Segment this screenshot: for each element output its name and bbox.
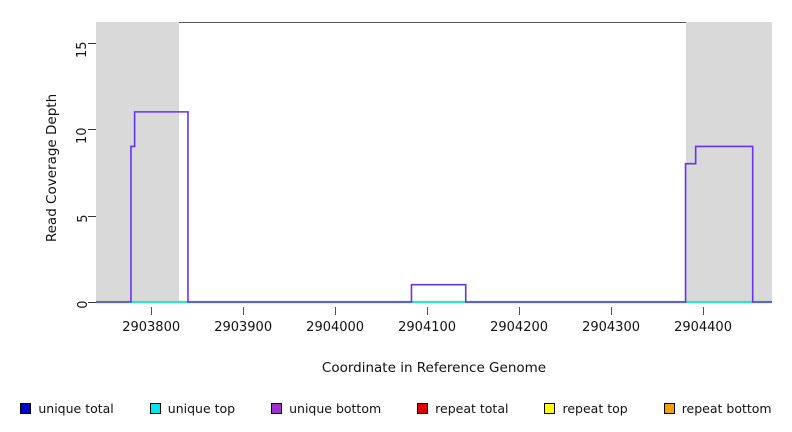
legend-swatch-icon — [417, 402, 429, 414]
x-tick — [243, 307, 245, 315]
legend-label: repeat bottom — [681, 400, 772, 416]
y-tick-label: 15 — [75, 41, 91, 58]
series-unique-bottom — [96, 111, 772, 303]
legend-label: repeat total — [435, 400, 509, 416]
y-tick: 0 — [76, 301, 96, 309]
y-tick-label: 5 — [75, 214, 91, 223]
x-tick-label: 2903900 — [214, 320, 273, 335]
legend-item-unique-total[interactable]: unique total — [20, 400, 114, 416]
x-tick-label: 2904300 — [582, 320, 640, 335]
x-tick — [611, 307, 613, 315]
legend-item-unique-top[interactable]: unique top — [149, 400, 236, 416]
repeat-region-left — [96, 22, 179, 302]
y-tick-label: 0 — [75, 300, 91, 309]
plot-top-border — [96, 22, 772, 23]
legend-item-repeat-top[interactable]: repeat top — [544, 400, 628, 416]
x-tick-label: 2904400 — [674, 320, 732, 335]
x-tick-label: 2903800 — [122, 320, 181, 335]
x-tick-label: 2904100 — [398, 320, 457, 335]
legend-swatch-icon — [271, 402, 283, 414]
legend-label: unique top — [167, 400, 236, 416]
legend-item-repeat-total[interactable]: repeat total — [417, 401, 508, 416]
y-tick-label: 10 — [75, 127, 91, 145]
x-tick — [427, 307, 429, 315]
legend-swatch-icon — [20, 402, 32, 414]
chart-legend: unique total unique top unique bottom repea… — [0, 398, 792, 418]
legend-label: unique total — [38, 400, 114, 416]
plot-area — [96, 22, 772, 304]
legend-item-unique-bottom[interactable]: unique bottom — [271, 401, 381, 416]
y-tick: 15 — [76, 41, 96, 58]
x-tick — [703, 307, 705, 315]
x-tick — [335, 307, 337, 315]
legend-label: unique bottom — [289, 400, 382, 416]
repeat-region-right — [686, 22, 772, 302]
legend-item-repeat-bottom[interactable]: repeat bottom — [663, 400, 772, 416]
y-tick: 5 — [76, 214, 96, 222]
legend-swatch-icon — [149, 402, 161, 414]
x-axis-title: Coordinate in Reference Genome — [321, 360, 547, 376]
y-axis-title: Read Coverage Depth — [44, 93, 60, 243]
series-layer — [96, 111, 772, 304]
y-tick: 10 — [76, 128, 96, 144]
x-tick — [151, 307, 153, 315]
legend-swatch-icon — [663, 402, 675, 414]
legend-swatch-icon — [544, 402, 556, 414]
x-tick-label: 2904000 — [306, 320, 365, 335]
x-tick-label: 2904200 — [490, 320, 549, 335]
legend-label: repeat top — [562, 400, 628, 416]
x-tick — [519, 307, 521, 315]
